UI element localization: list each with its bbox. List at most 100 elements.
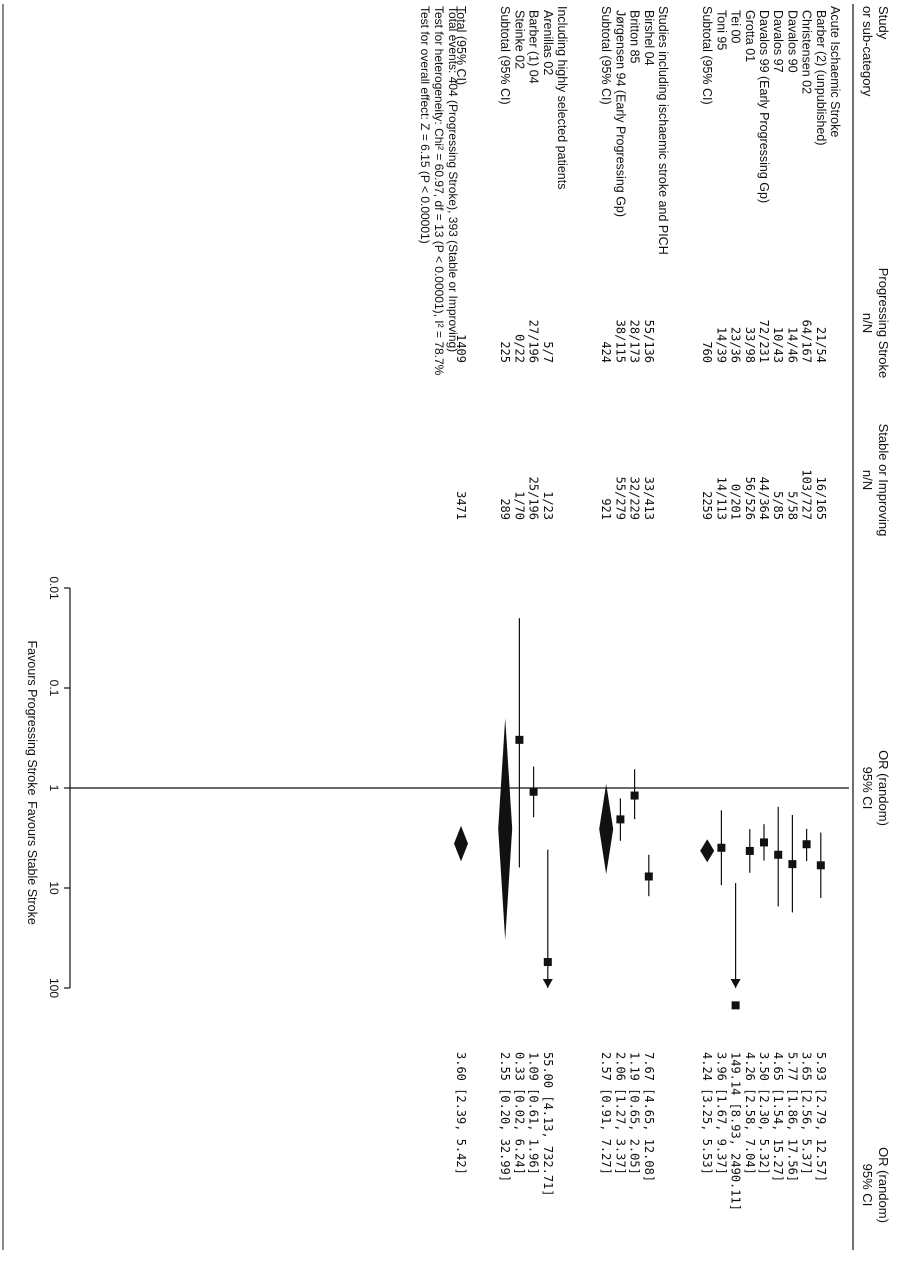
group2-value: 1/70	[512, 491, 526, 520]
study-label: Barber (2) (unpublished)	[814, 10, 828, 146]
group2-value: 921	[599, 498, 613, 520]
study-label: Grotta 01	[743, 10, 757, 62]
x-tick-label: 100	[47, 978, 61, 998]
subtotal-label: Subtotal (95% CI)	[599, 6, 613, 105]
footnote: Test for heterogeneity: Chi² = 60.97, df…	[432, 6, 446, 376]
group2-value: 5/58	[785, 491, 799, 520]
study-point	[745, 846, 754, 855]
study-label: Steinke 02	[512, 10, 526, 69]
subtotal-diamond	[498, 718, 513, 940]
group1-value: 27/196	[527, 320, 541, 363]
header-plot-line2: 95% CI	[860, 767, 875, 810]
subtotal-label: Subtotal (95% CI)	[700, 6, 714, 105]
subtotal-label: Subtotal (95% CI)	[498, 6, 512, 105]
ci-value: 3.96 [1.67, 9.37]	[714, 1052, 728, 1175]
study-label: Barber (1) 04	[527, 10, 541, 84]
ci-value: 2.55 [0.20, 32.99]	[498, 1052, 512, 1182]
ci-value: 2.57 [0.91, 7.27]	[599, 1052, 613, 1175]
group1-value: 23/36	[729, 327, 743, 363]
x-axis: 0.01 0.1 1 10 100 Favours Progressing Stroke F…	[25, 576, 849, 998]
group1-value: 72/231	[757, 320, 771, 363]
ci-value: 3.60 [2.39, 5.42]	[454, 1052, 468, 1175]
ci-value: 2.06 [1.27, 3.37]	[613, 1052, 627, 1175]
group2-value: 56/526	[743, 477, 757, 520]
group2-value: 2259	[700, 491, 714, 520]
header-group2-line1: Stable or Improving	[876, 424, 891, 537]
study-label: Birshel 04	[642, 10, 656, 66]
group2-value: 5/85	[771, 491, 785, 520]
ci-value: 1.19 [0.65, 2.05]	[628, 1052, 642, 1175]
group2-value: 33/413	[642, 477, 656, 520]
study-label: Christensen 02	[800, 10, 814, 94]
subtotal-diamond	[700, 839, 715, 863]
ci-arrow	[730, 979, 741, 988]
header-group1-line1: Progressing Stroke	[876, 268, 891, 379]
footnote: Total events: 404 (Progressing Stroke), …	[446, 6, 460, 352]
header-label: Studies including ischaemic stroke and P…	[656, 6, 670, 255]
header-study-line2: or sub-category	[860, 6, 875, 97]
study-label: Toni 95	[714, 10, 728, 50]
study-point	[788, 860, 797, 869]
favours-right-label: Favours Stable Stroke	[25, 801, 39, 925]
group2-value: 0/201	[729, 484, 743, 520]
header-group1-line2: n/N	[860, 313, 875, 333]
group1-value: 14/39	[714, 327, 728, 363]
header-label: Including highly selected patients	[555, 6, 569, 189]
group2-value: 32/229	[628, 477, 642, 520]
group1-value: 28/173	[628, 320, 642, 363]
study-label: Davalos 97	[771, 10, 785, 73]
group1-value: 424	[599, 341, 613, 363]
group2-value: 55/279	[613, 477, 627, 520]
header-label: Acute Ischaemic Stroke	[828, 6, 842, 137]
ci-value: 4.26 [2.58, 7.04]	[743, 1052, 757, 1175]
x-tick-label: 10	[47, 881, 61, 895]
ci-arrow	[542, 979, 553, 988]
group2-value: 3471	[454, 491, 468, 520]
study-point	[644, 872, 653, 881]
marks-layer	[454, 618, 825, 1010]
footnote: Test for overall effect: Z = 6.15 (P < 0…	[418, 6, 432, 244]
group1-value: 33/98	[743, 327, 757, 363]
ci-value: 1.09 [0.61, 1.96]	[527, 1052, 541, 1175]
study-label: Davalos 99 (Early Progressing Gp)	[757, 10, 771, 203]
study-point	[717, 843, 726, 852]
group2-value: 14/113	[714, 477, 728, 520]
group2-value: 25/196	[527, 477, 541, 520]
study-label: Jørgensen 94 (Early Progressing Gp)	[613, 10, 627, 217]
study-label: Davalos 90	[785, 10, 799, 73]
header-plot-line1: OR (random)	[876, 750, 891, 826]
ci-value: 5.77 [1.86, 17.56]	[785, 1052, 799, 1182]
favours-left-label: Favours Progressing Stroke	[25, 641, 39, 796]
study-label: Arenillas 02	[541, 10, 555, 75]
study-point	[529, 787, 538, 796]
subtotal-diamond	[599, 783, 614, 875]
study-point	[760, 838, 768, 847]
study-point	[515, 735, 524, 744]
study-label: Tei 00	[729, 10, 743, 43]
header-group2-line2: n/N	[860, 470, 875, 490]
study-point	[616, 815, 625, 824]
group1-value: 1409	[454, 334, 468, 363]
group1-value: 5/7	[541, 341, 555, 363]
group2-value: 1/23	[541, 491, 555, 520]
x-tick-label: 1	[47, 785, 61, 792]
ci-value: 5.93 [2.79, 12.57]	[814, 1052, 828, 1182]
study-label: Britton 85	[628, 10, 642, 64]
study-point	[816, 861, 825, 870]
ci-value: 55.00 [4.13, 732.71]	[541, 1052, 555, 1197]
group2-value: 44/364	[757, 477, 771, 520]
footnotes: Total events: 404 (Progressing Stroke), …	[418, 6, 460, 376]
group1-value: 55/136	[642, 320, 656, 363]
x-tick-label: 0.1	[47, 680, 61, 697]
header-ci-line2: 95% CI	[860, 1164, 875, 1207]
ci-value: 7.67 [4.65, 12.08]	[642, 1052, 656, 1182]
study-point	[731, 1001, 740, 1010]
group2-value: 16/165	[814, 477, 828, 520]
header-ci-line1: OR (random)	[876, 1147, 891, 1223]
group1-value: 760	[700, 341, 714, 363]
header-study-line1: Study	[876, 6, 891, 40]
group1-value: 14/46	[785, 327, 799, 363]
